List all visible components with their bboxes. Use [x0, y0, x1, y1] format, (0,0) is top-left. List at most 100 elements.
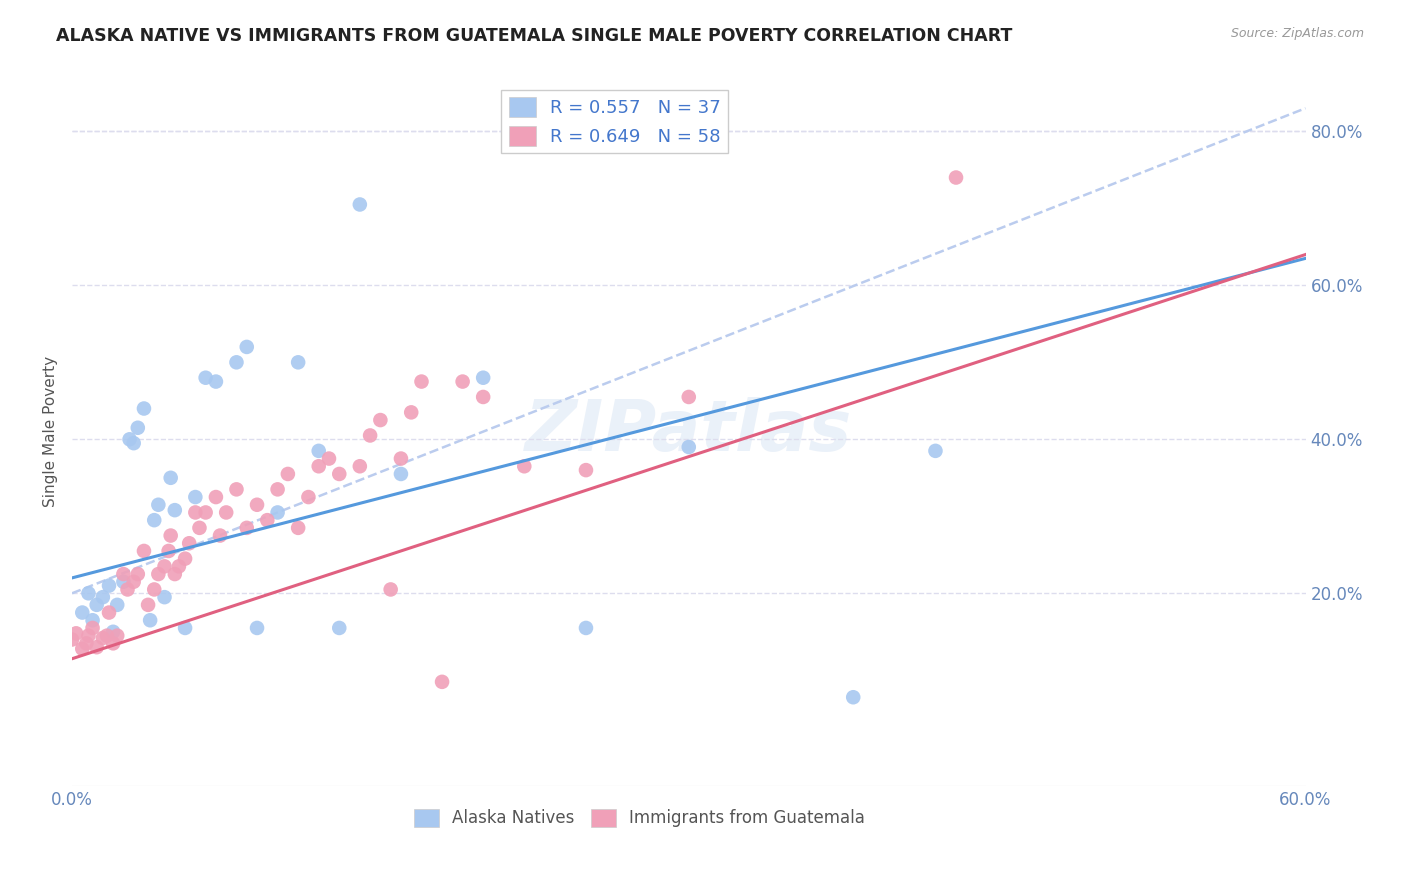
Y-axis label: Single Male Poverty: Single Male Poverty [44, 356, 58, 508]
Point [148, 498, 170, 512]
Point [236, 340, 259, 354]
Point [308, 443, 330, 458]
Point [678, 440, 700, 454]
Point [91, 631, 114, 645]
Point [157, 544, 180, 558]
Point [184, 506, 207, 520]
Point [225, 483, 247, 497]
Point [179, 536, 201, 550]
Point [349, 459, 371, 474]
Point [575, 463, 598, 477]
Point [153, 590, 176, 604]
Point [77, 586, 100, 600]
Point [380, 582, 402, 597]
Point [117, 582, 139, 597]
Point [60, 632, 83, 647]
Point [132, 544, 155, 558]
Point [98, 606, 121, 620]
Point [184, 490, 207, 504]
Point [163, 567, 186, 582]
Point [112, 574, 135, 589]
Point [236, 521, 259, 535]
Point [430, 674, 453, 689]
Point [205, 375, 228, 389]
Legend: Alaska Natives, Immigrants from Guatemala: Alaska Natives, Immigrants from Guatemal… [406, 802, 872, 834]
Point [328, 621, 350, 635]
Point [287, 355, 309, 369]
Point [266, 506, 288, 520]
Point [389, 467, 412, 481]
Point [86, 640, 108, 655]
Point [167, 559, 190, 574]
Point [132, 401, 155, 416]
Point [82, 621, 104, 635]
Point [153, 559, 176, 574]
Point [399, 405, 422, 419]
Point [139, 613, 162, 627]
Point [122, 574, 145, 589]
Point [842, 690, 865, 705]
Point [277, 467, 299, 481]
Point [513, 459, 536, 474]
Point [98, 579, 121, 593]
Point [65, 626, 87, 640]
Point [122, 436, 145, 450]
Point [174, 621, 197, 635]
Point [256, 513, 278, 527]
Point [472, 370, 495, 384]
Point [75, 636, 97, 650]
Point [188, 521, 211, 535]
Point [359, 428, 381, 442]
Point [297, 490, 319, 504]
Point [472, 390, 495, 404]
Point [575, 621, 598, 635]
Point [72, 606, 94, 620]
Point [924, 443, 946, 458]
Point [159, 471, 181, 485]
Point [159, 528, 181, 542]
Point [101, 636, 124, 650]
Point [96, 629, 118, 643]
Text: Source: ZipAtlas.com: Source: ZipAtlas.com [1230, 27, 1364, 40]
Point [127, 567, 149, 582]
Point [266, 483, 288, 497]
Point [91, 590, 114, 604]
Point [105, 629, 128, 643]
Point [328, 467, 350, 481]
Point [127, 421, 149, 435]
Point [174, 551, 197, 566]
Point [194, 506, 217, 520]
Point [678, 390, 700, 404]
Point [82, 613, 104, 627]
Point [101, 624, 124, 639]
Point [225, 355, 247, 369]
Point [215, 506, 238, 520]
Point [208, 528, 231, 542]
Point [105, 598, 128, 612]
Point [945, 170, 967, 185]
Point [287, 521, 309, 535]
Point [411, 375, 433, 389]
Point [118, 433, 141, 447]
Point [318, 451, 340, 466]
Point [308, 459, 330, 474]
Point [194, 370, 217, 384]
Point [148, 567, 170, 582]
Point [143, 513, 166, 527]
Text: ZIPatlas: ZIPatlas [524, 397, 852, 467]
Point [72, 641, 94, 656]
Point [389, 451, 412, 466]
Point [143, 582, 166, 597]
Point [451, 375, 474, 389]
Text: ALASKA NATIVE VS IMMIGRANTS FROM GUATEMALA SINGLE MALE POVERTY CORRELATION CHART: ALASKA NATIVE VS IMMIGRANTS FROM GUATEMA… [56, 27, 1012, 45]
Point [246, 621, 269, 635]
Point [246, 498, 269, 512]
Point [349, 197, 371, 211]
Point [370, 413, 392, 427]
Point [205, 490, 228, 504]
Point [136, 598, 159, 612]
Point [86, 598, 108, 612]
Point [77, 629, 100, 643]
Point [112, 567, 135, 582]
Point [163, 503, 186, 517]
